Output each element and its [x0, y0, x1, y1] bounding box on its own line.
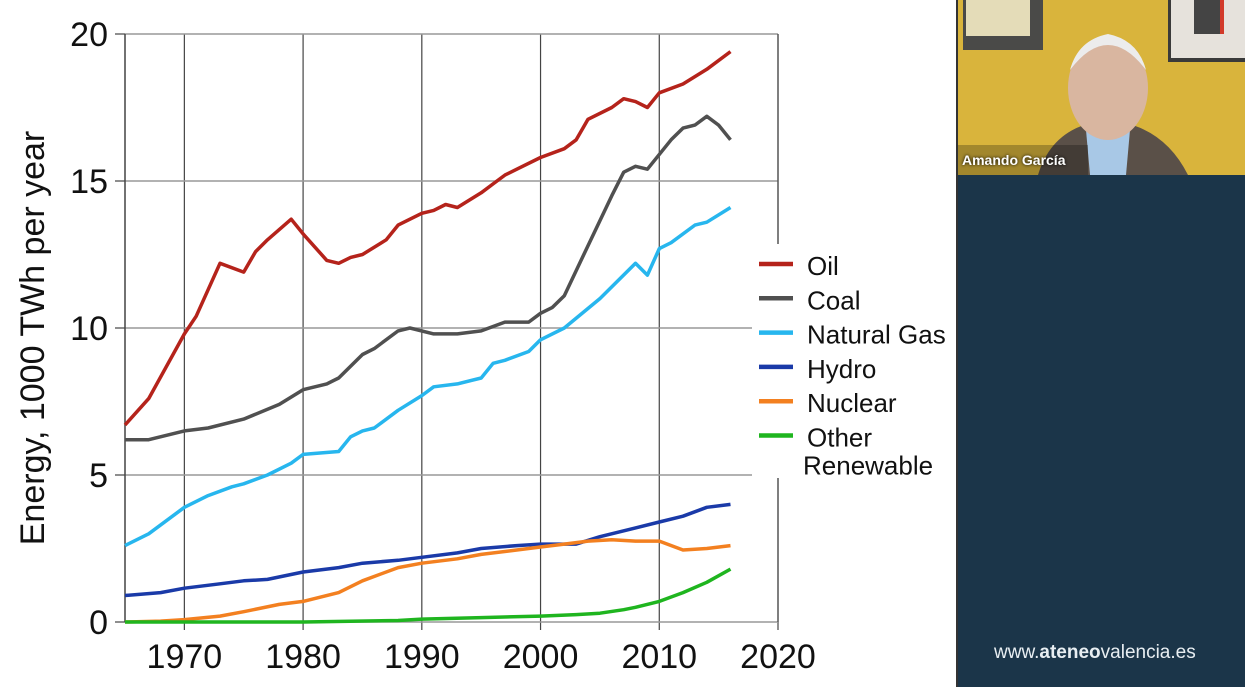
legend-label: Coal [807, 285, 860, 315]
series-line-natural-gas [124, 206, 732, 548]
x-tick-label: 1980 [265, 638, 341, 676]
url-suffix: valencia.es [1100, 642, 1196, 663]
participant-name: Amando García [962, 152, 1066, 168]
x-tick-label: 1990 [384, 638, 460, 676]
legend-label: Hydro [807, 354, 876, 384]
series-line-nuclear [124, 537, 731, 624]
series-line-oil [123, 50, 732, 427]
presentation-slide: 1970 1980 1990 2000 2010 2020 0 5 10 15 20 Energy, … [14, 0, 958, 687]
x-tick-label: 2010 [621, 638, 697, 676]
y-tick-label: 0 [89, 604, 108, 642]
x-tick-label: 2000 [503, 638, 579, 676]
url-brand: ateneo [1039, 642, 1101, 663]
url-prefix: www. [994, 642, 1040, 663]
website-url[interactable]: www.ateneovalencia.es [994, 642, 1196, 664]
video-frame-image [958, 0, 1245, 175]
y-axis-label: Energy, 1000 TWh per year [14, 131, 52, 546]
x-tick-label: 2020 [740, 638, 816, 676]
series-line-other-renewable [125, 567, 732, 624]
y-tick-label: 10 [70, 310, 108, 348]
series-line-coal [125, 114, 732, 442]
participant-video[interactable]: Amando García [958, 0, 1245, 175]
energy-line-chart: 1970 1980 1990 2000 2010 2020 0 5 10 15 20 Energy, … [14, 16, 954, 676]
x-tick-label: 1970 [147, 638, 223, 676]
y-tick-label: 15 [70, 163, 108, 201]
series-line-hydro [124, 502, 731, 598]
y-tick-label: 20 [70, 16, 108, 54]
sidebar-panel: Amando García www.ateneovalencia.es [958, 0, 1245, 687]
y-tick-label: 5 [89, 457, 108, 495]
legend-label: Natural Gas [807, 320, 946, 350]
legend-label: Other [807, 423, 872, 453]
legend-box [752, 244, 954, 478]
legend-label: Oil [807, 251, 839, 281]
legend-label: Renewable [803, 451, 933, 481]
legend-label: Nuclear [807, 388, 897, 418]
